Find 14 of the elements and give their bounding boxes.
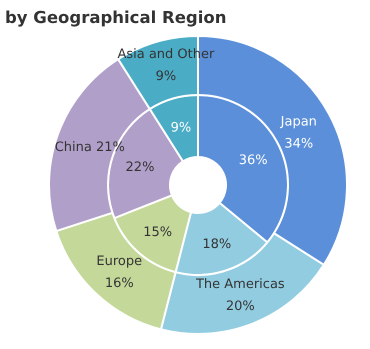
data-label: 15% (143, 224, 172, 240)
chart-title: by Geographical Region (5, 8, 226, 27)
data-label: 9% (170, 120, 192, 136)
data-label: 22% (126, 160, 154, 176)
slice-label: China (54, 140, 92, 156)
data-label: 9% (156, 69, 176, 84)
data-label: 36% (238, 153, 268, 168)
data-label: 20% (226, 298, 255, 314)
data-label: 16% (104, 276, 134, 291)
slice-label: Europe (96, 254, 142, 269)
slice-label: Japan (280, 114, 317, 130)
data-label: 34% (284, 136, 314, 152)
data-label: 18% (202, 237, 232, 252)
slice-label: The Americas (194, 276, 285, 292)
